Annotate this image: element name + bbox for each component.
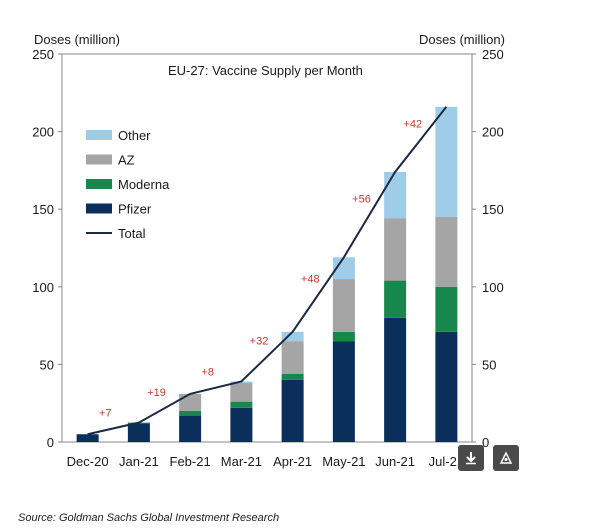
right-y-axis: 0 50 100 150 200 250 <box>472 47 504 450</box>
x-tick-label: Jan-21 <box>119 454 159 469</box>
bar-pfizer <box>384 317 407 442</box>
x-tick-label: Mar-21 <box>221 454 262 469</box>
bar-moderna <box>332 331 355 342</box>
x-tick-label: May-21 <box>322 454 365 469</box>
x-tick-label: Apr-21 <box>273 454 312 469</box>
bar-moderna <box>179 410 202 416</box>
chart-title: EU-27: Vaccine Supply per Month <box>168 63 363 78</box>
total-line <box>87 106 448 436</box>
increment-annotation: +32 <box>250 336 269 348</box>
bar-az <box>281 341 304 374</box>
legend-label-other: Other <box>118 128 151 143</box>
legend-label-pfizer: Pfizer <box>118 202 152 217</box>
left-tick-label: 100 <box>32 280 54 295</box>
legend-swatch-az <box>86 154 112 165</box>
legend-label-moderna: Moderna <box>118 177 170 192</box>
bar-pfizer <box>332 341 355 442</box>
bar-az <box>179 393 202 411</box>
increment-annotation: +48 <box>301 274 320 286</box>
bar-pfizer <box>281 379 304 442</box>
left-tick-label: 250 <box>32 47 54 62</box>
bar-az <box>332 279 355 332</box>
x-tick-label: Dec-20 <box>67 454 109 469</box>
bar-pfizer <box>230 407 253 442</box>
increment-annotation: +56 <box>352 194 371 206</box>
x-tick-label: Feb-21 <box>170 454 211 469</box>
right-tick-label: 100 <box>482 280 504 295</box>
legend-label-total: Total <box>118 226 146 241</box>
bar-pfizer <box>179 415 202 442</box>
bar-az <box>435 216 458 287</box>
download-icon <box>466 452 476 465</box>
download-button[interactable] <box>458 445 484 471</box>
chart: Doses (million) Doses (million) EU-27: V… <box>32 32 505 469</box>
bar-az <box>384 218 407 281</box>
legend-swatch-pfizer <box>86 203 112 214</box>
legend-swatch-moderna <box>86 179 112 189</box>
x-tick-label: Jul-21 <box>429 454 464 469</box>
increment-annotation: +8 <box>201 367 214 379</box>
y-axis-title-left: Doses (million) <box>34 32 120 47</box>
bar-pfizer <box>127 423 150 442</box>
share-icon <box>499 451 513 464</box>
left-y-axis: 0 50 100 150 200 250 <box>32 47 62 450</box>
x-axis: Dec-20 Jan-21 Feb-21 Mar-21 Apr-21 May-21 Jun-… <box>67 454 464 469</box>
right-tick-label: 150 <box>482 202 504 217</box>
bar-other <box>435 106 458 217</box>
bar-az <box>230 383 253 402</box>
legend: Other AZ Moderna Pfizer Total <box>86 128 170 241</box>
right-tick-label: 0 <box>482 435 489 450</box>
legend-label-az: AZ <box>118 153 135 168</box>
y-axis-title-right: Doses (million) <box>419 32 505 47</box>
right-tick-label: 50 <box>482 357 496 372</box>
bar-moderna <box>384 280 407 318</box>
plot-area <box>61 53 473 443</box>
right-tick-label: 200 <box>482 125 504 140</box>
x-tick-label: Jun-21 <box>375 454 415 469</box>
bar-other <box>281 331 304 342</box>
left-tick-label: 200 <box>32 125 54 140</box>
increment-annotation: +19 <box>147 387 166 399</box>
left-tick-label: 150 <box>32 202 54 217</box>
bar-moderna <box>230 401 253 408</box>
share-button[interactable] <box>493 445 519 471</box>
legend-swatch-other <box>86 130 112 140</box>
source-note: Source: Goldman Sachs Global Investment … <box>18 512 280 524</box>
bar-pfizer <box>76 434 99 442</box>
bar-other <box>332 257 355 280</box>
bars <box>76 106 458 442</box>
increment-annotation: +42 <box>403 118 422 130</box>
bar-other <box>384 171 407 219</box>
bar-moderna <box>435 286 458 332</box>
total-line-group <box>87 106 448 436</box>
bar-moderna <box>281 373 304 380</box>
bar-pfizer <box>435 331 458 442</box>
right-tick-label: 250 <box>482 47 504 62</box>
increment-annotation: +7 <box>99 407 112 419</box>
annotations: +7 +19 +8 +32 +48 +56 +42 <box>99 118 422 419</box>
left-tick-label: 0 <box>47 435 54 450</box>
left-tick-label: 50 <box>40 357 54 372</box>
